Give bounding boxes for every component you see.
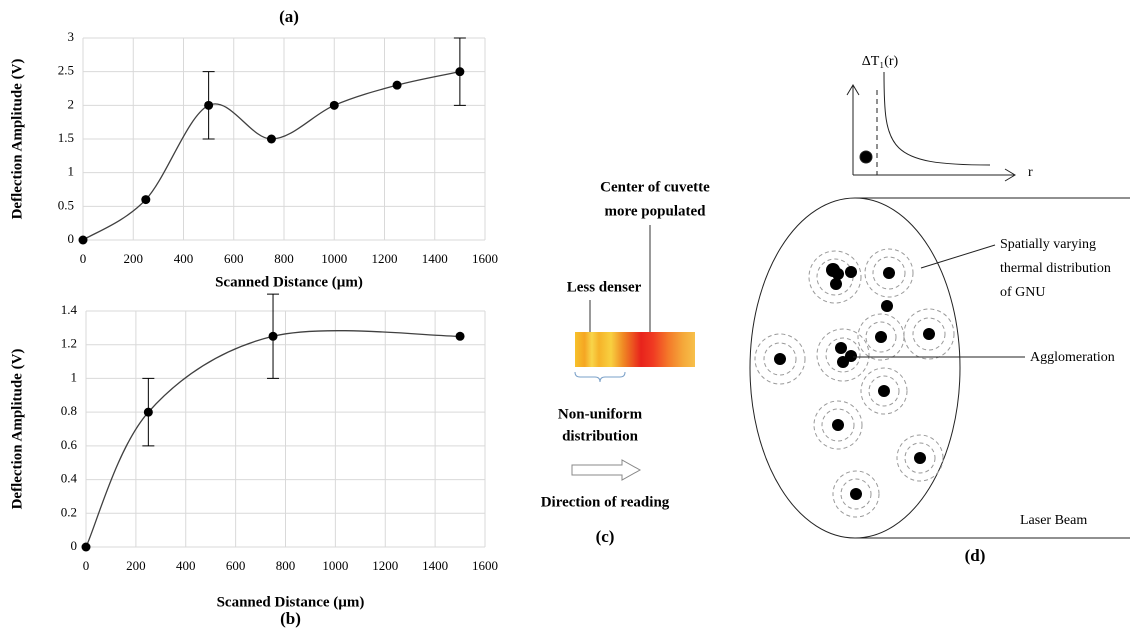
- y-tick-label: 3: [68, 29, 75, 44]
- panel-d: [749, 71, 1130, 539]
- y-tick-label: 1.5: [58, 130, 74, 145]
- point: [392, 80, 402, 90]
- point: [143, 407, 153, 417]
- y-tick-label: 1: [68, 164, 75, 179]
- x-tick-label: 600: [226, 558, 246, 573]
- axis-label: r: [1028, 165, 1033, 180]
- x-tick-label: 1600: [472, 251, 498, 266]
- line: [82, 71, 461, 241]
- chart-title: (a): [279, 7, 299, 26]
- particles: [774, 263, 935, 500]
- note: distribution: [562, 428, 639, 444]
- note: Spatially varying: [1000, 237, 1096, 252]
- x-tick-label: 600: [224, 251, 244, 266]
- point: [141, 195, 151, 205]
- panel-c: Center of cuvette more populated Less de…: [541, 179, 710, 545]
- pointer: [920, 244, 996, 269]
- axis: [846, 84, 860, 175]
- x-tick-label: 200: [126, 558, 146, 573]
- y-tick-label: 2: [68, 96, 75, 111]
- note: Laser Beam: [1020, 513, 1087, 528]
- line: [85, 330, 461, 548]
- y-axis-label: Deflection Amplitude (V): [9, 349, 25, 510]
- beam: [749, 197, 961, 539]
- y-tick-label: 2.5: [58, 63, 74, 78]
- x-tick-label: 1400: [422, 251, 448, 266]
- y-tick-label: 0.5: [58, 197, 74, 212]
- y-tick-label: 0.2: [61, 504, 77, 519]
- panel-label: (d): [965, 546, 986, 565]
- x-tick-label: 1600: [472, 558, 498, 573]
- y-tick-label: 0: [71, 538, 78, 553]
- x-axis-label: Scanned Distance (µm): [217, 594, 365, 610]
- y-tick-label: 0: [68, 231, 75, 246]
- x-tick-label: 1000: [321, 251, 347, 266]
- point: [266, 134, 276, 144]
- point: [78, 235, 88, 245]
- axis-label: ΔT₁(r): [862, 54, 899, 69]
- arrow: [571, 459, 642, 481]
- cuvette-strip: [575, 332, 695, 367]
- point: [455, 67, 465, 77]
- curve: [883, 71, 991, 166]
- x-tick-label: 0: [80, 251, 87, 266]
- x-tick-label: 800: [276, 558, 296, 573]
- axis: [853, 168, 1016, 182]
- note: Center of cuvette: [600, 179, 710, 195]
- note: Less denser: [567, 279, 642, 295]
- y-axis-label: Deflection Amplitude (V): [9, 59, 25, 220]
- bracket: [574, 371, 626, 383]
- panel-label: (c): [596, 527, 615, 546]
- y-tick-label: 0.4: [61, 471, 78, 486]
- point: [455, 331, 465, 341]
- dot: [859, 150, 873, 164]
- halos: [754, 248, 955, 518]
- point: [204, 100, 214, 110]
- x-tick-label: 800: [274, 251, 294, 266]
- y-tick-label: 1: [71, 369, 78, 384]
- y-tick-label: 0.8: [61, 403, 77, 418]
- note: thermal distribution: [1000, 261, 1111, 276]
- note: Agglomeration: [1030, 350, 1115, 365]
- x-tick-label: 400: [174, 251, 194, 266]
- y-tick-label: 0.6: [61, 437, 78, 452]
- y-tick-label: 1.2: [61, 336, 77, 351]
- x-tick-label: 400: [176, 558, 196, 573]
- note: Non-uniform: [558, 406, 643, 422]
- point: [81, 542, 91, 552]
- x-tick-label: 0: [83, 558, 90, 573]
- chart-title: (b): [280, 609, 301, 628]
- x-tick-label: 1000: [322, 558, 348, 573]
- point: [268, 331, 278, 341]
- x-tick-label: 1200: [372, 558, 398, 573]
- note: more populated: [605, 203, 707, 219]
- note: of GNU: [1000, 285, 1046, 300]
- x-tick-label: 200: [124, 251, 144, 266]
- note: Direction of reading: [541, 494, 670, 510]
- x-axis-label: Scanned Distance (µm): [215, 274, 363, 290]
- x-tick-label: 1200: [372, 251, 398, 266]
- y-tick-label: 1.4: [61, 302, 78, 317]
- point: [329, 100, 339, 110]
- x-tick-label: 1400: [422, 558, 448, 573]
